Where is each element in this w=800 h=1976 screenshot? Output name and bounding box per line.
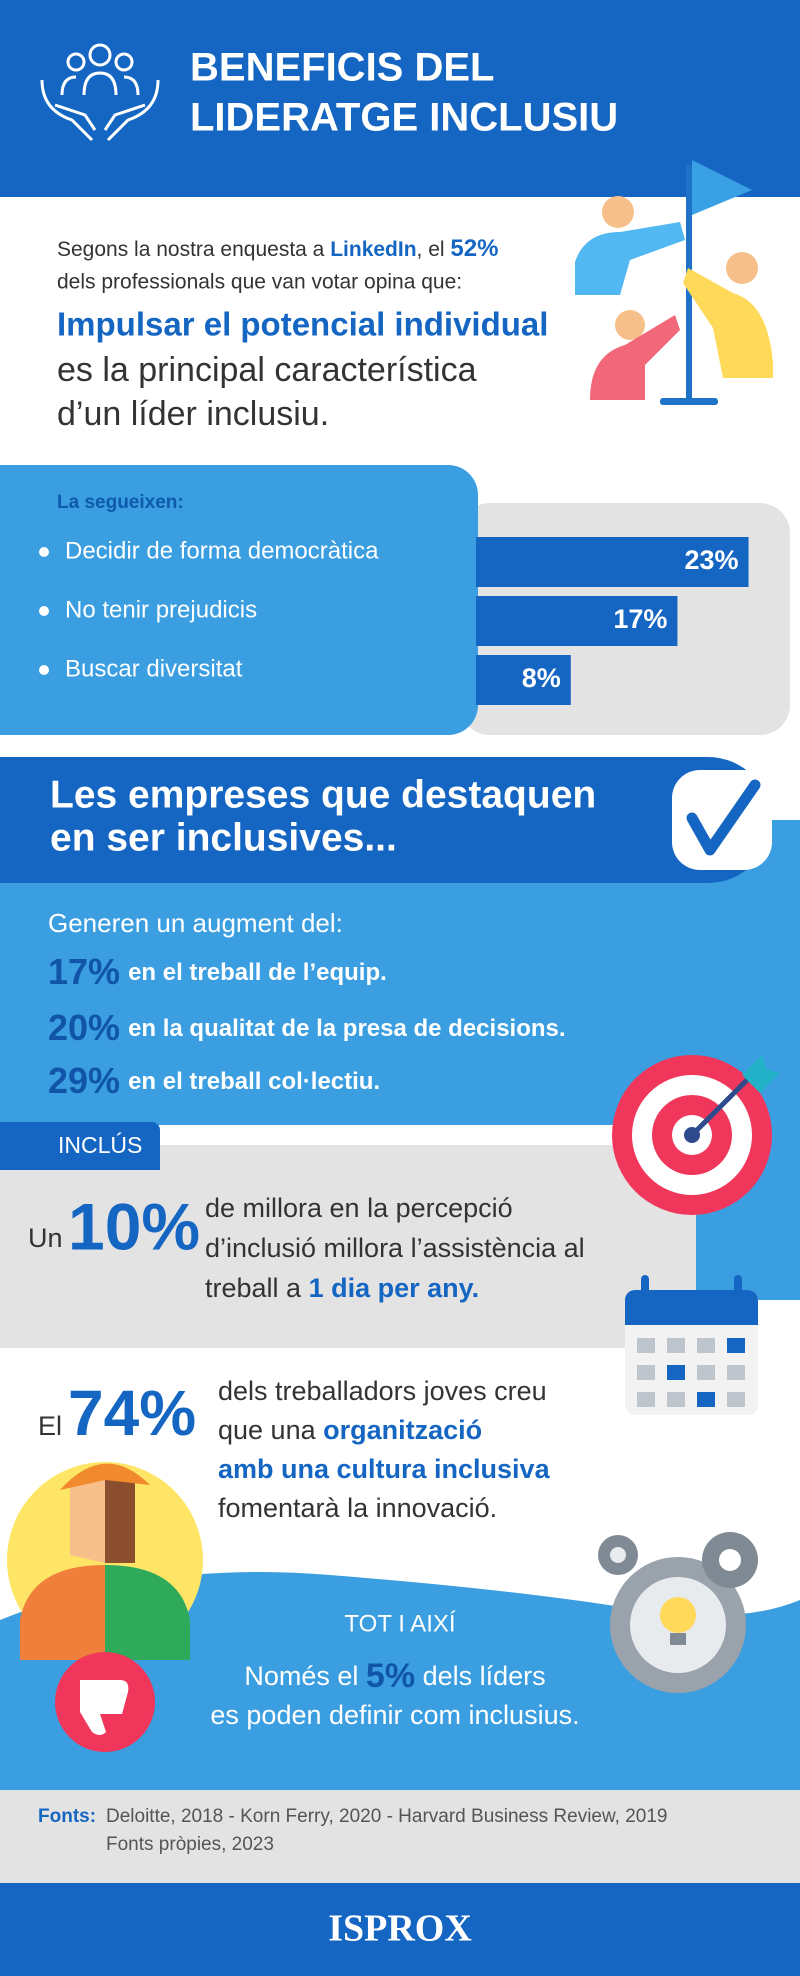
inclusion-line: d’inclusió millora l’assistència al: [205, 1233, 585, 1263]
wave: [0, 1572, 800, 1790]
item-value: 20%: [48, 1007, 120, 1048]
however-line: es poden definir com inclusius.: [210, 1700, 579, 1730]
young-line: dels treballadors joves creu: [218, 1376, 547, 1406]
companies-band: [0, 757, 771, 883]
check-mark: [686, 779, 761, 856]
brand: ISPROX: [328, 1908, 472, 1950]
inclusion-line: de millora en la percepció: [205, 1193, 513, 1223]
survey-statement: es la principal característica: [57, 351, 477, 389]
survey-illustration: [575, 160, 773, 405]
inclusion-line: treball a 1 dia per any.: [205, 1273, 479, 1303]
source-line: Deloitte, 2018 - Korn Ferry, 2020 - Harv…: [106, 1806, 667, 1827]
companies-title: Les empreses que destaquen: [50, 773, 596, 816]
survey-highlight: Impulsar el potencial individual: [57, 306, 548, 343]
gear-icon: [598, 1532, 758, 1693]
linkedin: LinkedIn: [330, 238, 416, 261]
young-text: que una: [218, 1415, 323, 1445]
sources-panel: [0, 1790, 800, 1883]
young-line: que una organització: [218, 1415, 482, 1445]
person-icon: [7, 1462, 203, 1660]
however-line: Només el 5% dels líders: [244, 1657, 545, 1695]
followers-panel: [0, 465, 478, 735]
inclusion-emph: 1 dia per any.: [309, 1273, 480, 1303]
intro-text: Segons la nostra enquesta a: [57, 238, 330, 261]
title-line: LIDERATGE INCLUSIU: [190, 96, 618, 140]
followers-heading: La segueixen:: [57, 492, 184, 513]
bullet: [39, 665, 49, 675]
inclusion-panel: [0, 1145, 696, 1348]
young-value: 74%: [68, 1377, 196, 1449]
companies-item: 20% en la qualitat de la presa de decisio…: [48, 1007, 566, 1048]
survey-percent: 52%: [450, 235, 498, 262]
bullet-label: Buscar diversitat: [65, 655, 243, 682]
bullet-label: Decidir de forma democràtica: [65, 537, 379, 564]
however-text: Només el: [244, 1661, 366, 1691]
bullet-label: No tenir prejudicis: [65, 596, 257, 623]
item-text: en el treball col·lectiu.: [128, 1068, 380, 1095]
intro-text: , el: [417, 238, 451, 261]
survey-intro: Segons la nostra enquesta a LinkedIn, el…: [57, 235, 498, 262]
item-text: en la qualitat de la presa de decisions.: [128, 1015, 565, 1042]
young-line: amb una cultura inclusiva: [218, 1454, 551, 1484]
bar-label: 8%: [522, 663, 561, 693]
footer-band: [0, 1883, 800, 1976]
companies-title: en ser inclusives...: [50, 816, 397, 859]
thumbs-down-icon: [55, 1652, 155, 1752]
bullet: [39, 547, 49, 557]
however-text: dels líders: [415, 1661, 546, 1691]
companies-intro: Generen un augment del:: [48, 908, 343, 938]
sources-label: Fonts:: [38, 1806, 96, 1827]
calendar-icon: [625, 1275, 758, 1415]
item-value: 29%: [48, 1060, 120, 1101]
header-band: [0, 0, 800, 197]
item-value: 17%: [48, 951, 120, 992]
inclusion-tag: INCLÚS: [58, 1132, 142, 1158]
survey-intro: dels professionals que van votar opina q…: [57, 271, 462, 294]
item-text: en el treball de l’equip.: [128, 959, 387, 986]
inclusion-tag-bg: [0, 1122, 160, 1170]
inclusion-prefix: Un: [28, 1223, 63, 1253]
title-line: BENEFICIS DEL: [190, 46, 494, 90]
header-icon: [40, 43, 160, 142]
source-line: Fonts pròpies, 2023: [106, 1834, 274, 1855]
companies-item: 17% en el treball de l’equip.: [48, 951, 387, 992]
young-line: fomentarà la innovació.: [218, 1493, 497, 1523]
bar: [476, 655, 571, 705]
bar-label: 17%: [613, 604, 667, 634]
bar: [476, 596, 678, 646]
bar: [476, 537, 749, 587]
inclusion-value: 10%: [68, 1189, 200, 1263]
bar-label: 23%: [685, 545, 739, 575]
however-value: 5%: [366, 1657, 415, 1695]
inclusion-text: treball a: [205, 1273, 309, 1303]
young-prefix: El: [38, 1411, 62, 1441]
however-label: TOT I AIXÍ: [344, 1610, 455, 1637]
survey-statement: d’un líder inclusiu.: [57, 395, 329, 433]
young-emph: organització: [323, 1415, 482, 1445]
companies-item: 29% en el treball col·lectiu.: [48, 1060, 380, 1101]
target-icon: [612, 1055, 780, 1215]
bullet: [39, 606, 49, 616]
